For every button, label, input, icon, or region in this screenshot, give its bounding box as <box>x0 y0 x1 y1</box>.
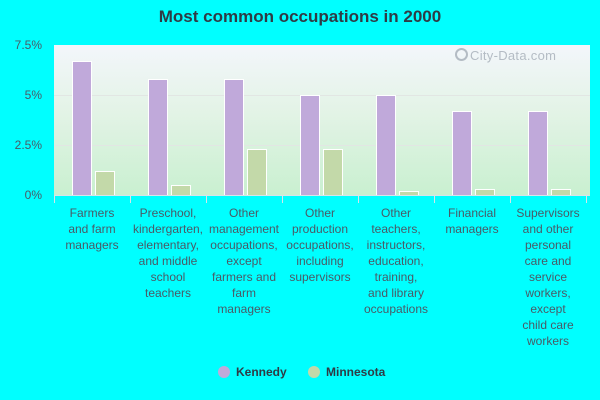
legend-swatch-minnesota <box>308 366 320 378</box>
bar-minnesota <box>399 191 419 195</box>
x-tick <box>282 195 283 203</box>
bar-kennedy <box>224 79 244 195</box>
bar-kennedy <box>300 95 320 195</box>
x-tick <box>510 195 511 203</box>
chart-title: Most common occupations in 2000 <box>158 7 442 26</box>
bar-minnesota <box>475 189 495 195</box>
bar-kennedy <box>528 111 548 195</box>
magnifier-icon <box>455 48 468 61</box>
plot-area <box>54 45 590 195</box>
watermark: City-Data.com <box>455 48 556 63</box>
gridline <box>54 95 590 96</box>
y-tick-label: 2.5% <box>14 138 42 152</box>
legend: Kennedy Minnesota <box>0 365 600 381</box>
x-category-label: Financial managers <box>445 206 499 236</box>
legend-swatch-kennedy <box>218 366 230 378</box>
legend-label-minnesota: Minnesota <box>326 365 386 379</box>
gridline <box>54 145 590 146</box>
bar-minnesota <box>247 149 267 195</box>
x-tick <box>434 195 435 203</box>
bar-minnesota <box>551 189 571 195</box>
x-category-label: Other management occupations, except farmers… <box>208 206 280 316</box>
x-tick <box>130 195 131 203</box>
x-tick <box>586 195 587 203</box>
bar-kennedy <box>148 79 168 195</box>
watermark-text: City-Data.com <box>470 48 557 63</box>
bar-kennedy <box>72 61 92 195</box>
x-category-label: Other teachers, instructors, education, trai… <box>363 206 429 316</box>
bar-kennedy <box>376 95 396 195</box>
y-tick-label: 0% <box>24 188 42 202</box>
x-category-label: Other production occupations, including supe… <box>286 206 354 284</box>
bar-minnesota <box>323 149 343 195</box>
x-category-label: Preschool, kindergarten, elementary, and mi… <box>132 206 204 300</box>
x-axis-line <box>54 195 590 196</box>
bar-minnesota <box>95 171 115 195</box>
x-tick <box>206 195 207 203</box>
y-tick-label: 5% <box>24 88 42 102</box>
legend-label-kennedy: Kennedy <box>236 365 287 379</box>
x-tick <box>54 195 55 203</box>
x-tick <box>358 195 359 203</box>
bar-minnesota <box>171 185 191 195</box>
x-category-label: Farmers and farm managers <box>65 206 119 252</box>
y-tick-label: 7.5% <box>14 38 42 52</box>
bar-kennedy <box>452 111 472 195</box>
x-category-label: Supervisors and other personal care and serv… <box>516 206 580 348</box>
